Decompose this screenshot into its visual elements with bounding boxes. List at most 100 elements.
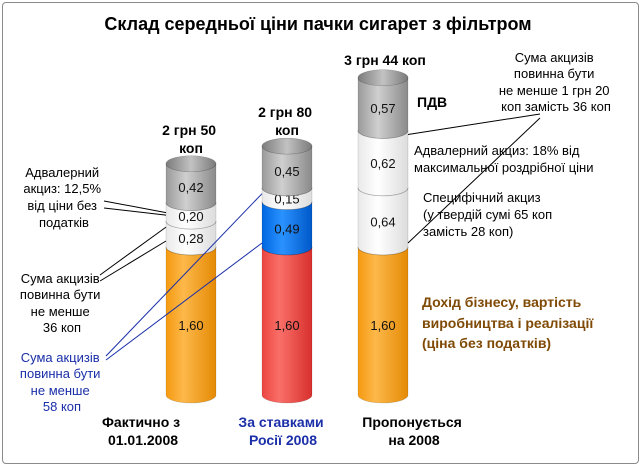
annot-business-1: Дохід бізнесу, вартість [422, 294, 582, 310]
cylinder-2-value-2: 0,49 [274, 221, 299, 236]
svg-text:Сума акцизів повинна бут: Сума акцизів повинна бути не менше 58 ко… [20, 350, 104, 414]
annot-adval-left-2: акциз: 12,5% [23, 181, 101, 196]
cylinder-3-value-2: 0,64 [370, 214, 395, 229]
leader-min36-bottom [99, 240, 167, 282]
svg-text:За ставками Росії 2008: За ставками Росії 2008 [238, 414, 327, 448]
annot-adval-right-2: максимальної роздрібної ціни [414, 160, 593, 175]
annotation-min58: Сума акцизів повинна бути не менше 58 ко… [20, 350, 104, 414]
cylinder-1-value-3: 0,20 [178, 209, 203, 224]
total-labels: 2 грн 50 коп 2 грн 80 коп 3 грн 44 коп [162, 52, 426, 156]
annot-pdv: ПДВ [417, 94, 447, 110]
cylinder-3-segment-2 [357, 187, 409, 256]
cylinder-2-segment-2 [261, 201, 313, 256]
cylinder-1-segment-1 [165, 246, 217, 404]
cylinder-3-seam-3 [357, 130, 409, 139]
cylinder-3-segment-1 [357, 246, 409, 404]
cylinder-3-seam-1 [357, 246, 409, 256]
leader-min58-bottom [105, 242, 263, 361]
cylinder-2-seam-3 [261, 187, 313, 197]
annot-min36-4: 36 коп [43, 320, 81, 335]
cylinder-3-segment-3 [357, 130, 409, 197]
category-label-1a: Фактично з [102, 414, 180, 430]
cylinder-1-value-2: 0,28 [178, 231, 203, 246]
annot-adval-left-1: Адвалерний [25, 165, 99, 180]
leader-min36-top [99, 226, 167, 276]
annotation-adval-left: Адвалерний акциз: 12,5% від ціни без под… [23, 165, 104, 230]
cylinder-2-value-1: 1,60 [274, 318, 299, 333]
total-label-2b: коп [275, 122, 299, 138]
cylinder-3-value-1: 1,60 [370, 318, 395, 333]
annotation-business: Дохід бізнесу, вартість виробництва і ре… [422, 294, 597, 351]
annotation-min36: Сума акцизів повинна бути не менше 36 ко… [20, 271, 104, 335]
annotation-min120: Сума акцизів повинна бути не менше 1 грн… [499, 50, 613, 114]
annot-adval-right-1: Адвалерний акциз: 18% від [414, 143, 580, 158]
category-label-3b: на 2008 [388, 432, 439, 448]
svg-text:Адвалерний акциз: 18% від: Адвалерний акциз: 18% від максимальної р… [414, 143, 593, 175]
cylinder-3-seam-2 [357, 187, 409, 197]
category-labels: Фактично з 01.01.2008 За ставками Росії … [102, 414, 465, 448]
leader-min120-top [407, 113, 541, 135]
total-label-3a: 3 грн 44 коп [344, 52, 426, 68]
cylinder-1-cap [165, 155, 217, 173]
cylinder-2-segment-4 [261, 145, 313, 197]
cylinder-3-value-3: 0,62 [370, 156, 395, 171]
category-label-3a: Пропонується [362, 414, 462, 430]
annot-min36-1: Сума акцизів [21, 271, 100, 286]
category-label-1b: 01.01.2008 [108, 432, 178, 448]
leader-min58-top [105, 193, 263, 357]
leader-adval-left-bottom [103, 207, 167, 216]
chart-title: Склад середньої ціни пачки сигарет з філ… [104, 14, 531, 34]
annot-min36-2: повинна бути [20, 287, 101, 302]
cylinders: 1,600,280,200,421,600,490,150,451,600,64… [165, 69, 409, 404]
annot-specific-1: Специфічний акциз [423, 190, 541, 205]
annot-min58-1: Сума акцизів [21, 350, 100, 365]
cylinder-2-cap [261, 137, 313, 155]
annot-min36-3: не менше [31, 304, 90, 319]
svg-text:Пропонується на 2008: Пропонується на 2008 [362, 414, 465, 448]
annot-min58-3: не менше [31, 383, 90, 398]
category-label-2a: За ставками [238, 414, 323, 430]
annot-adval-left-3: від ціни без [27, 198, 97, 213]
leader-adval-left-top [103, 200, 167, 214]
annot-adval-left-4: податків [39, 215, 89, 230]
annot-min58-4: 58 коп [43, 399, 81, 414]
annot-min58-2: повинна бути [20, 366, 101, 381]
svg-text:3 грн 44 коп: 3 грн 44 коп [344, 52, 426, 68]
cylinder-3-value-4: 0,57 [370, 101, 395, 116]
annot-specific-3: замість 28 коп) [423, 224, 513, 239]
total-label-2a: 2 грн 80 [258, 104, 312, 120]
annotation-specific: Специфічний акциз (у твердій сумі 65 коп… [423, 190, 556, 239]
svg-text:2 грн 50 коп: 2 грн 50 коп [162, 122, 220, 156]
total-label-1a: 2 грн 50 [162, 122, 216, 138]
cylinder-2-segment-1 [261, 246, 313, 404]
cylinder-3-segment-4 [357, 77, 409, 139]
cylinder-1-segment-2 [165, 220, 217, 256]
annot-specific-2: (у твердій сумі 65 коп [423, 207, 552, 222]
cylinder-1-seam-3 [165, 202, 217, 211]
svg-text:Фактично з 01.01.2008: Фактично з 01.01.2008 [102, 414, 184, 448]
svg-text:2 грн 80 коп: 2 грн 80 коп [258, 104, 316, 138]
cylinder-2-seam-1 [261, 246, 313, 256]
cylinder-2-value-4: 0,45 [274, 164, 299, 179]
cylinder-1-segment-4 [165, 163, 217, 211]
annotation-adval-right: Адвалерний акциз: 18% від максимальної р… [414, 143, 593, 175]
cylinder-3-cap [357, 69, 409, 87]
leader-min120-bottom [407, 117, 541, 244]
svg-text:Сума акцизів повинна бут: Сума акцизів повинна бути не менше 36 ко… [20, 271, 104, 335]
category-label-2b: Росії 2008 [249, 432, 317, 448]
cylinder-2-seam-2 [261, 201, 313, 211]
cylinder-1-seam-1 [165, 246, 217, 256]
annot-business-2: виробництва і реалізації [422, 315, 594, 331]
svg-text:Специфічний акциз (у тве: Специфічний акциз (у твердій сумі 65 коп… [423, 190, 556, 239]
annot-min120-1: Сума акцизів [515, 50, 594, 65]
cylinder-1-value-4: 0,42 [178, 180, 203, 195]
total-label-1b: коп [179, 140, 203, 156]
cylinder-1-value-1: 1,60 [178, 318, 203, 333]
svg-text:Адвалерний акциз: 12,5%: Адвалерний акциз: 12,5% від ціни без под… [23, 165, 104, 230]
annot-min120-2: повинна бути [514, 66, 595, 81]
svg-text:Сума акцизів повинна бут: Сума акцизів повинна бути не менше 1 грн… [499, 50, 613, 114]
svg-text:Дохід бізнесу, вартість: Дохід бізнесу, вартість виробництва і ре… [422, 294, 597, 351]
annot-min120-4: коп замість 36 коп [501, 99, 611, 114]
